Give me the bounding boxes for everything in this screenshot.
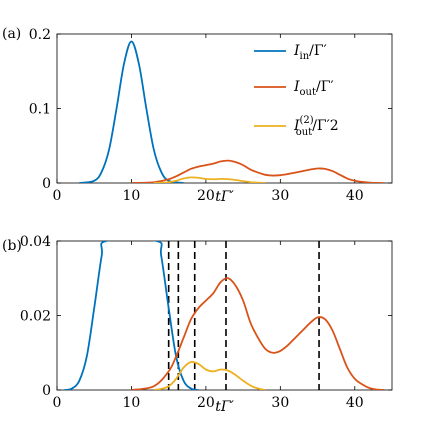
x-axis-label: tΓ′ — [215, 189, 234, 205]
x-tick-label: 10 — [123, 395, 141, 411]
series-line-2 — [153, 176, 266, 183]
x-tick-label: 10 — [123, 188, 141, 204]
series-line-0 — [64, 241, 199, 390]
x-tick-label: 0 — [53, 188, 62, 204]
x-tick-label: 20 — [197, 188, 215, 204]
x-tick-label: 40 — [346, 188, 364, 204]
panel-b: 0 10 20 30 40 0 0.02 0.04 tΓ′ (b) — [2, 234, 393, 415]
y-tick-label: 0 — [42, 383, 51, 399]
panel-a: 0 10 20 30 40 0 0.1 0.2 tΓ′ (a) Iin/Γ′ Iout/Γ′ I(2) o… — [2, 26, 393, 205]
legend-entry: I(2) out/Γ′2 — [293, 115, 339, 138]
legend: Iin/Γ′ Iout/Γ′ I(2) out/Γ′2 — [254, 43, 339, 138]
legend-entry: Iout/Γ′ — [293, 79, 334, 98]
y-tick-label: 0.04 — [20, 234, 51, 250]
y-tick-label: 0.1 — [29, 102, 51, 118]
plot-frame — [56, 240, 393, 391]
x-axis-label: tΓ′ — [215, 399, 234, 415]
series-line-1 — [131, 277, 385, 390]
series-line-2 — [153, 361, 266, 390]
x-tick-label: 30 — [271, 188, 289, 204]
y-tick-label: 0.2 — [29, 27, 51, 43]
x-tick-label: 30 — [271, 395, 289, 411]
y-tick-label: 0.02 — [20, 309, 51, 325]
series-line-1 — [131, 159, 385, 183]
x-tick-label: 20 — [197, 395, 215, 411]
x-tick-label: 40 — [346, 395, 364, 411]
x-tick-label: 0 — [53, 395, 62, 411]
series-line-0 — [79, 40, 184, 183]
panel-label: (a) — [2, 26, 21, 42]
panel-label: (b) — [2, 238, 22, 254]
y-tick-label: 0 — [42, 176, 51, 192]
legend-entry: Iin/Γ′ — [293, 43, 327, 62]
